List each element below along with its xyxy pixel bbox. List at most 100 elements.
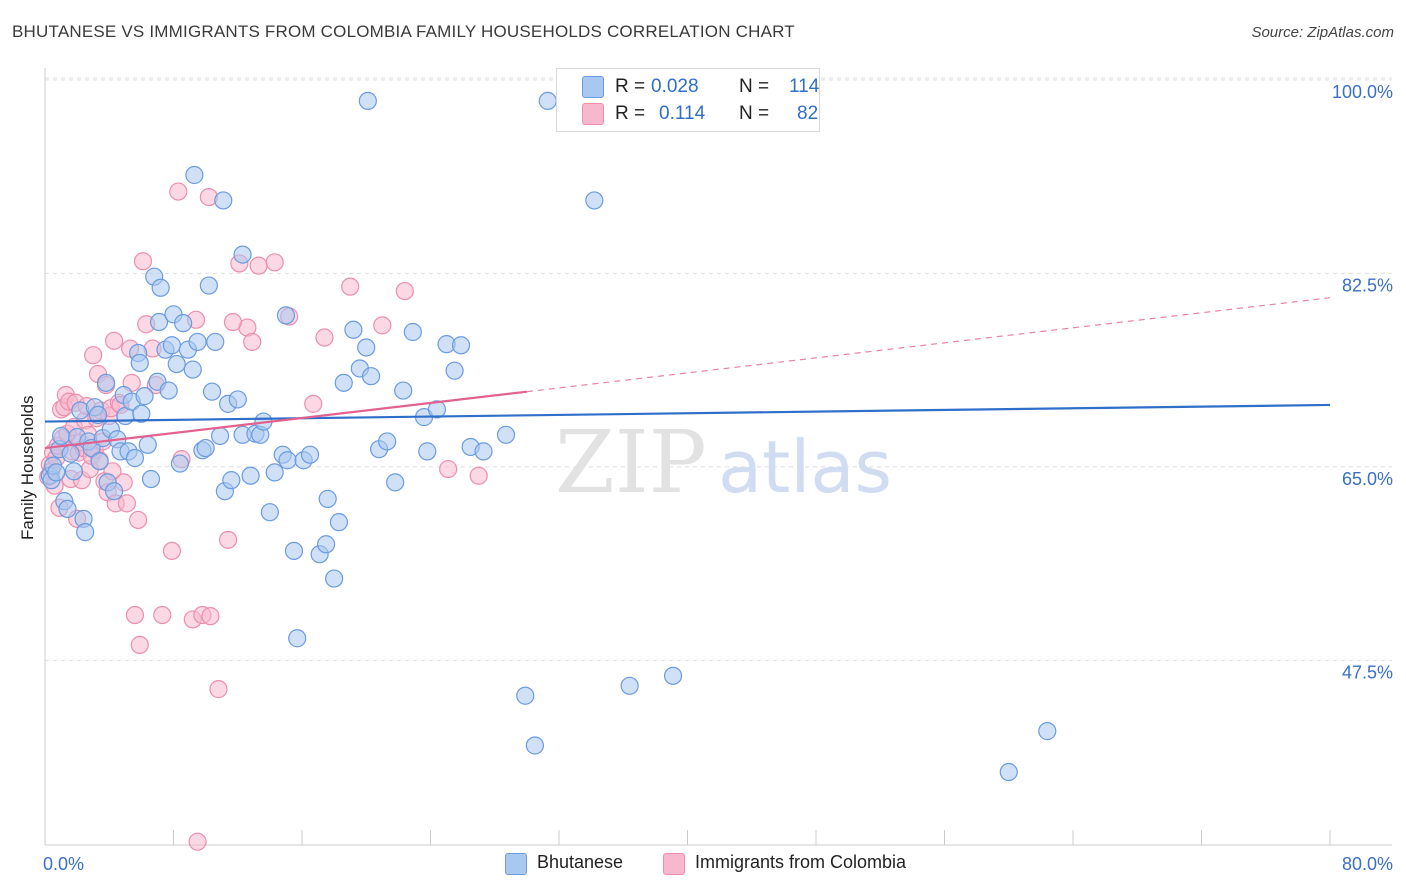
bhutanese-point bbox=[135, 387, 154, 406]
bhutanese-point bbox=[188, 332, 207, 352]
colombia-point bbox=[201, 607, 220, 626]
y-axis-label: Family Households bbox=[18, 395, 37, 540]
bhutanese-point bbox=[199, 276, 218, 295]
bhutanese-point bbox=[51, 426, 71, 446]
bhutanese-point bbox=[394, 381, 413, 400]
bhutanese-point bbox=[300, 445, 320, 464]
bhutanese-point bbox=[183, 360, 202, 379]
colombia-point bbox=[104, 331, 124, 350]
colombia-point bbox=[439, 459, 458, 479]
y-tick-label: 100.0% bbox=[1332, 82, 1393, 102]
colombia-trendline-extension bbox=[526, 297, 1331, 393]
bhutanese-point bbox=[141, 469, 161, 489]
colombia-point bbox=[223, 312, 243, 332]
bhutanese-point bbox=[663, 666, 683, 685]
colombia-point bbox=[125, 605, 145, 625]
bhutanese-point bbox=[334, 373, 353, 392]
colombia-point bbox=[162, 541, 181, 561]
colombia-point bbox=[188, 832, 207, 851]
bhutanese-point bbox=[386, 473, 405, 492]
bhutanese-point bbox=[620, 676, 639, 695]
colombia-point bbox=[84, 346, 103, 365]
colombia-point bbox=[169, 182, 188, 201]
bhutanese-point bbox=[344, 320, 363, 339]
watermark-atlas: atlas bbox=[718, 425, 892, 509]
bhutanese-point bbox=[196, 438, 215, 458]
bhutanese-point bbox=[222, 471, 241, 490]
bhutanese-point bbox=[162, 336, 181, 355]
colombia-point bbox=[130, 635, 149, 654]
bhutanese-point bbox=[357, 338, 376, 357]
legend-r-value: 0.028 bbox=[651, 76, 699, 97]
bhutanese-point bbox=[90, 452, 109, 471]
bhutanese-point bbox=[151, 278, 170, 297]
bhutanese-point bbox=[378, 432, 397, 451]
colombia-point bbox=[315, 328, 334, 347]
series-legend: Bhutanese Immigrants from Colombia bbox=[0, 852, 1406, 878]
colombia-point bbox=[395, 281, 414, 301]
watermark: ZIP atlas bbox=[555, 413, 892, 513]
bhutanese-point bbox=[125, 448, 145, 468]
bhutanese-point bbox=[202, 382, 222, 401]
bhutanese-point bbox=[130, 353, 149, 373]
bhutanese-point bbox=[76, 523, 95, 542]
bhutanese-point bbox=[418, 442, 437, 461]
bhutanese-point bbox=[1038, 722, 1057, 741]
bhutanese-point bbox=[170, 454, 190, 473]
bhutanese-point bbox=[47, 463, 66, 482]
legend-swatch-pink bbox=[663, 853, 685, 875]
colombia-point bbox=[469, 466, 488, 485]
colombia-point bbox=[341, 277, 360, 296]
colombia-point bbox=[129, 510, 148, 530]
bhutanese-point bbox=[403, 322, 422, 342]
y-tick-label: 65.0% bbox=[1342, 469, 1393, 489]
bhutanese-point bbox=[516, 686, 535, 705]
bhutanese-point bbox=[206, 332, 225, 352]
bhutanese-point bbox=[288, 629, 307, 648]
x-tick-label: 80.0% bbox=[1342, 854, 1393, 874]
legend-label-bhutanese: Bhutanese bbox=[537, 852, 624, 872]
colombia-point bbox=[249, 256, 268, 275]
chart-title: BHUTANESE VS IMMIGRANTS FROM COLOMBIA FA… bbox=[12, 22, 795, 41]
bhutanese-point bbox=[174, 314, 193, 333]
bhutanese-point bbox=[284, 541, 304, 561]
bhutanese-point bbox=[241, 466, 260, 485]
bhutanese-point bbox=[228, 390, 247, 409]
series-bhutanese-points bbox=[40, 91, 1057, 782]
bhutanese-point bbox=[96, 373, 116, 392]
bhutanese-point bbox=[999, 762, 1018, 782]
bhutanese-point bbox=[104, 482, 124, 501]
legend-n-label: N = bbox=[739, 103, 770, 124]
colombia-point bbox=[304, 394, 323, 413]
bhutanese-point bbox=[329, 513, 349, 532]
bhutanese-point bbox=[325, 569, 344, 588]
bhutanese-point bbox=[474, 442, 493, 461]
y-tick-label: 47.5% bbox=[1342, 662, 1393, 682]
bhutanese-point bbox=[167, 354, 186, 374]
bhutanese-point bbox=[210, 426, 230, 446]
colombia-point bbox=[243, 332, 262, 352]
bhutanese-point bbox=[451, 336, 471, 355]
bhutanese-trendline bbox=[44, 403, 1331, 423]
legend-swatch-pink bbox=[582, 103, 604, 125]
colombia-point bbox=[153, 605, 172, 625]
legend-label-colombia: Immigrants from Colombia bbox=[695, 852, 907, 872]
bhutanese-point bbox=[525, 736, 545, 755]
colombia-point bbox=[265, 253, 284, 272]
bhutanese-point bbox=[496, 425, 516, 444]
y-tick-label: 82.5% bbox=[1342, 275, 1393, 295]
bhutanese-point bbox=[358, 91, 377, 111]
bhutanese-point bbox=[427, 400, 447, 419]
bhutanese-point bbox=[260, 503, 279, 522]
legend-swatch-blue bbox=[582, 76, 604, 98]
x-tick-label: 0.0% bbox=[43, 854, 84, 874]
bhutanese-point bbox=[585, 191, 604, 210]
legend-n-label: N = bbox=[739, 76, 770, 97]
bhutanese-point bbox=[318, 489, 337, 509]
bhutanese-point bbox=[132, 404, 151, 423]
colombia-point bbox=[117, 494, 137, 513]
bhutanese-point bbox=[58, 499, 77, 518]
colombia-point bbox=[219, 530, 238, 549]
legend-swatch-blue bbox=[505, 853, 527, 875]
colombia-point bbox=[133, 252, 153, 271]
